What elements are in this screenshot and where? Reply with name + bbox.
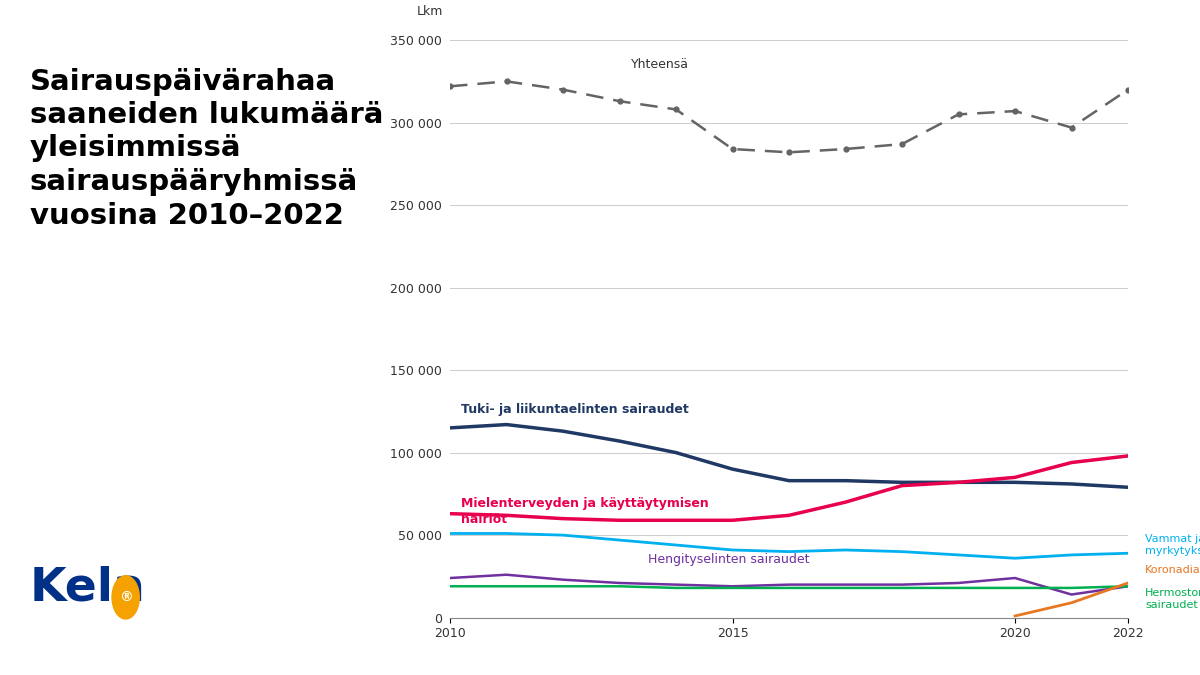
Text: Lkm: Lkm [416, 5, 443, 18]
Text: Tuki- ja liikuntaelinten sairaudet: Tuki- ja liikuntaelinten sairaudet [461, 404, 689, 416]
Text: Kela: Kela [30, 566, 145, 611]
Text: Vammat ja
myrkytykset: Vammat ja myrkytykset [1145, 534, 1200, 556]
Circle shape [112, 576, 139, 619]
Text: Yhteensä: Yhteensä [631, 59, 689, 72]
Text: ®: ® [119, 591, 132, 604]
Text: Hermoston
sairaudet: Hermoston sairaudet [1145, 588, 1200, 610]
Text: Sairauspäivärahaa
saaneiden lukumäärä
yleisimmissä
sairauspääryhmissä
vuosina 20: Sairauspäivärahaa saaneiden lukumäärä yl… [30, 68, 383, 230]
Text: Koronadiagnoosit: Koronadiagnoosit [1145, 565, 1200, 575]
Text: Hengityselinten sairaudet: Hengityselinten sairaudet [648, 554, 809, 566]
Text: Mielenterveyden ja käyttäytymisen
häiriöt: Mielenterveyden ja käyttäytymisen häiriö… [461, 497, 709, 526]
